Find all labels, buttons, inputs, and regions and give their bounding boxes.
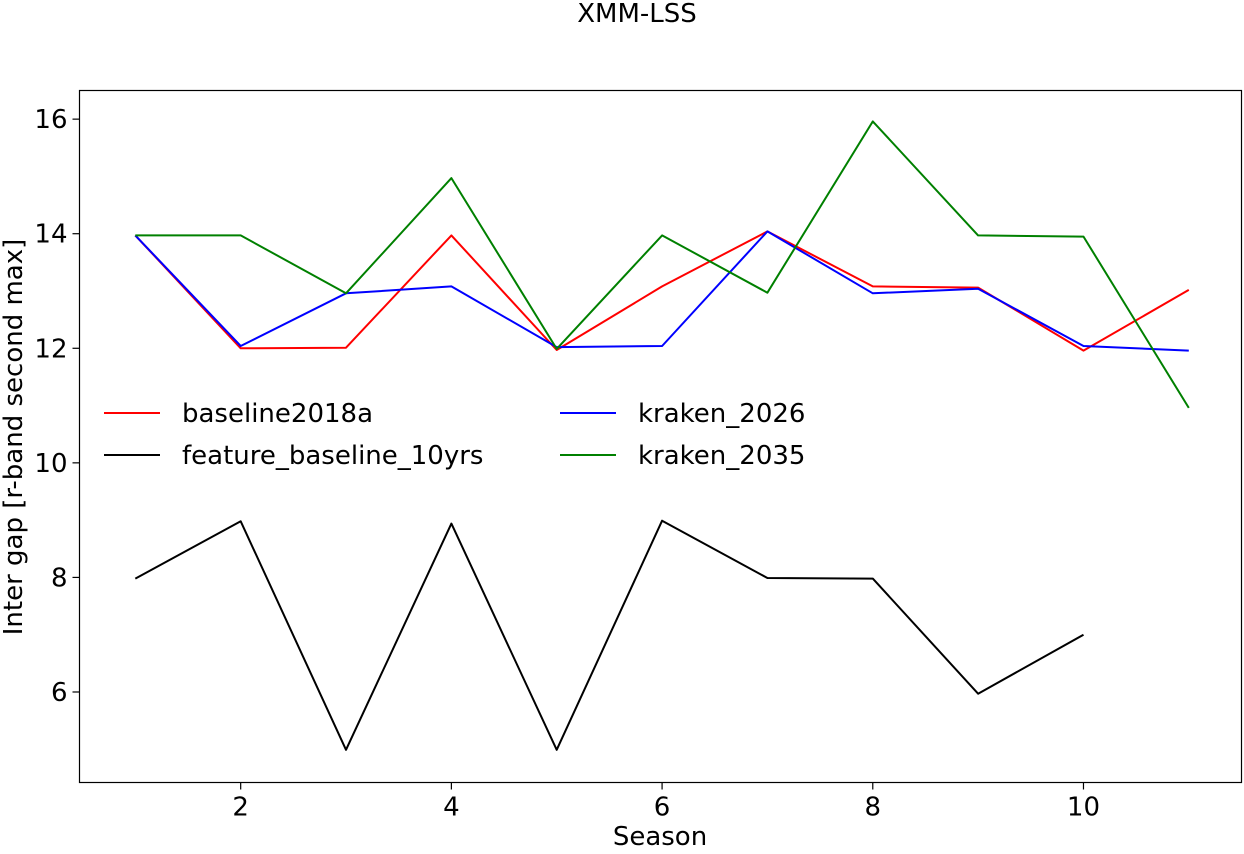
y-tick-label: 16 bbox=[34, 105, 67, 135]
y-axis-title: Inter gap [r-band second max] bbox=[0, 239, 29, 636]
legend-label: baseline2018a bbox=[182, 399, 373, 429]
legend-label: kraken_2035 bbox=[638, 441, 805, 471]
series-line-feature-baseline-10yrs bbox=[134, 519, 1084, 751]
x-axis-title: Season bbox=[613, 822, 707, 852]
y-tick-label: 8 bbox=[51, 563, 68, 593]
chart-title: XMM-LSS bbox=[577, 0, 697, 29]
legend: baseline2018a feature_baseline_10yrs krake… bbox=[104, 399, 805, 471]
y-tick-label: 6 bbox=[51, 678, 68, 708]
y-tick-label: 12 bbox=[34, 334, 67, 364]
x-tick-label: 4 bbox=[443, 793, 460, 823]
x-tick-label: 2 bbox=[232, 793, 249, 823]
series-line-kraken-2035 bbox=[135, 120, 1190, 409]
x-tick-label: 8 bbox=[865, 793, 882, 823]
x-tick-label: 6 bbox=[654, 793, 671, 823]
y-tick-label: 14 bbox=[34, 220, 67, 250]
y-tick-label: 10 bbox=[34, 449, 67, 479]
series-line-baseline2018a bbox=[134, 230, 1190, 352]
plot-frame bbox=[78, 89, 1243, 784]
series-line-kraken-2026 bbox=[134, 230, 1189, 352]
legend-label: kraken_2026 bbox=[638, 399, 805, 429]
legend-label: feature_baseline_10yrs bbox=[182, 441, 483, 471]
x-tick-label: 10 bbox=[1067, 793, 1100, 823]
